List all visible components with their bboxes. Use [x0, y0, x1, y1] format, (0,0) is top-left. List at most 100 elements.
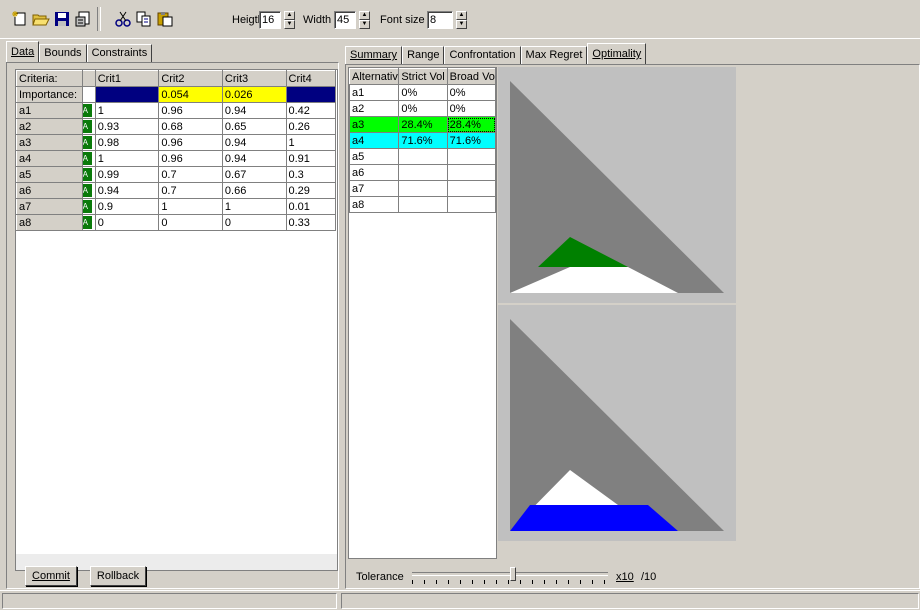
cell[interactable]: 0	[221, 214, 287, 231]
header-strict-volume[interactable]: Strict Vol	[398, 68, 448, 85]
active-flag-icon[interactable]: A	[83, 104, 92, 117]
active-flag-icon[interactable]: A	[83, 168, 92, 181]
cell[interactable]: 0	[94, 214, 160, 231]
active-flag-icon[interactable]: A	[83, 152, 92, 165]
strict-cell[interactable]	[398, 148, 448, 165]
broad-cell[interactable]: 28.4%	[446, 116, 497, 133]
cell[interactable]: 0.67	[221, 166, 287, 183]
importance-crit2[interactable]: 0.054	[158, 86, 223, 103]
optimality-plot-bottom	[498, 305, 736, 541]
height-input[interactable]: 16	[259, 11, 281, 29]
cell[interactable]: 0.94	[94, 182, 160, 199]
grid-header-crit3[interactable]: Crit3	[221, 70, 287, 87]
cell[interactable]: 0.98	[94, 134, 160, 151]
cell[interactable]: 0.3	[285, 166, 336, 183]
strict-cell[interactable]: 71.6%	[398, 132, 448, 149]
height-spin-arrows[interactable]: ▲ ▼	[284, 11, 295, 29]
open-folder-icon[interactable]	[31, 9, 51, 29]
strict-cell[interactable]	[398, 164, 448, 181]
active-flag-icon[interactable]: A	[83, 184, 92, 197]
importance-crit1[interactable]	[94, 86, 160, 103]
cell[interactable]: 0.66	[221, 182, 287, 199]
cell[interactable]: 1	[221, 198, 287, 215]
tab-optimality[interactable]: Optimality	[587, 43, 647, 64]
font-size-spinner[interactable]: 8 ▲ ▼	[427, 11, 467, 29]
cell[interactable]: 0.01	[285, 198, 336, 215]
broad-cell[interactable]: 71.6%	[446, 132, 497, 149]
cell[interactable]: 0.29	[285, 182, 336, 199]
cell[interactable]: 0	[158, 214, 223, 231]
cell[interactable]: 1	[285, 134, 336, 151]
tolerance-slider[interactable]	[412, 567, 608, 585]
cell[interactable]: 0.99	[94, 166, 160, 183]
cell[interactable]: 0.93	[94, 118, 160, 135]
font-size-input[interactable]: 8	[427, 11, 453, 29]
grid-header-crit1[interactable]: Crit1	[94, 70, 160, 87]
tab-bounds[interactable]: Bounds	[39, 44, 87, 62]
cell[interactable]: 0.7	[158, 166, 223, 183]
cell[interactable]: 0.94	[221, 102, 287, 119]
header-broad-volume[interactable]: Broad Vo	[446, 68, 497, 85]
cell[interactable]: 1	[94, 150, 160, 167]
width-input[interactable]: 45	[334, 11, 356, 29]
strict-cell[interactable]: 0%	[398, 100, 448, 117]
importance-crit4[interactable]	[285, 86, 336, 103]
active-flag-icon[interactable]: A	[83, 216, 92, 229]
tab-max-regret[interactable]: Max Regret	[520, 46, 588, 64]
new-file-icon[interactable]	[10, 9, 30, 29]
cell[interactable]: 0.26	[285, 118, 336, 135]
cell[interactable]: 0.65	[221, 118, 287, 135]
cell[interactable]: 0.7	[158, 182, 223, 199]
tab-data[interactable]: Data	[6, 41, 40, 62]
paste-icon[interactable]	[155, 9, 175, 29]
width-spinner[interactable]: 45 ▲ ▼	[334, 11, 370, 29]
broad-cell[interactable]	[446, 196, 497, 213]
broad-cell[interactable]: 0%	[446, 100, 497, 117]
width-spin-arrows[interactable]: ▲ ▼	[359, 11, 370, 29]
height-spinner[interactable]: 16 ▲ ▼	[259, 11, 295, 29]
divide-10-button[interactable]: /10	[641, 571, 657, 583]
cut-icon[interactable]	[113, 9, 133, 29]
tab-confrontation[interactable]: Confrontation	[444, 46, 521, 64]
cell[interactable]: 1	[94, 102, 160, 119]
cell[interactable]: 1	[158, 198, 223, 215]
data-grid[interactable]: Criteria: Crit1 Crit2 Crit3 Crit4 Import…	[15, 69, 338, 571]
tab-summary[interactable]: Summary	[345, 46, 403, 64]
strict-cell[interactable]: 0%	[398, 84, 448, 101]
tab-range[interactable]: Range	[402, 46, 445, 64]
broad-cell[interactable]	[446, 180, 497, 197]
cell[interactable]: 0.96	[158, 134, 223, 151]
commit-button[interactable]: Commit	[25, 566, 77, 586]
tab-constraints[interactable]: Constraints	[86, 44, 153, 62]
cell[interactable]: 0.68	[158, 118, 223, 135]
rollback-button[interactable]: Rollback	[90, 566, 146, 586]
strict-cell[interactable]: 28.4%	[398, 116, 448, 133]
grid-header-crit2[interactable]: Crit2	[158, 70, 223, 87]
active-flag-icon[interactable]: A	[83, 136, 92, 149]
cell[interactable]: 0.42	[285, 102, 336, 119]
font-size-spin-arrows[interactable]: ▲ ▼	[456, 11, 467, 29]
active-flag-icon[interactable]: A	[83, 200, 92, 213]
cell[interactable]: 0.96	[158, 150, 223, 167]
strict-cell[interactable]	[398, 196, 448, 213]
slider-thumb[interactable]	[510, 567, 516, 581]
broad-cell[interactable]: 0%	[446, 84, 497, 101]
importance-crit3[interactable]: 0.026	[221, 86, 287, 103]
cell[interactable]: 0.33	[285, 214, 336, 231]
broad-cell[interactable]	[446, 148, 497, 165]
strict-cell[interactable]	[398, 180, 448, 197]
save-icon[interactable]	[52, 9, 72, 29]
cell[interactable]: 0.91	[285, 150, 336, 167]
grid-header-crit4[interactable]: Crit4	[285, 70, 336, 87]
multiply-10-button[interactable]: x10	[616, 571, 634, 583]
cell[interactable]: 0.9	[94, 198, 160, 215]
cell[interactable]: 0.94	[221, 150, 287, 167]
header-alternative[interactable]: Alternativ	[348, 68, 400, 85]
active-flag-icon[interactable]: A	[83, 120, 92, 133]
cell[interactable]: 0.96	[158, 102, 223, 119]
optimality-grid[interactable]: Alternativ Strict Vol Broad Vo a1 0% 0% a2…	[348, 67, 497, 559]
cell[interactable]: 0.94	[221, 134, 287, 151]
export-icon[interactable]	[73, 9, 93, 29]
broad-cell[interactable]	[446, 164, 497, 181]
copy-icon[interactable]	[134, 9, 154, 29]
